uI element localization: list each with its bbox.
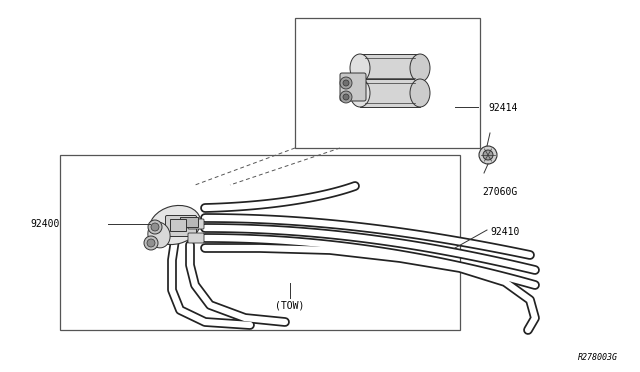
Circle shape	[151, 223, 159, 231]
Ellipse shape	[149, 205, 200, 244]
Text: 92410: 92410	[490, 227, 520, 237]
FancyBboxPatch shape	[188, 233, 204, 243]
Circle shape	[144, 236, 158, 250]
Circle shape	[483, 150, 493, 160]
Bar	[170, 219, 186, 231]
Ellipse shape	[350, 79, 370, 107]
Bar	[360, 79, 420, 107]
Text: 27060G: 27060G	[483, 187, 518, 197]
Ellipse shape	[410, 54, 430, 82]
Circle shape	[479, 146, 497, 164]
Circle shape	[340, 77, 352, 89]
Ellipse shape	[410, 79, 430, 107]
Bar	[180, 217, 198, 227]
Bar	[295, 18, 480, 148]
Text: 92400: 92400	[30, 219, 60, 229]
Text: R278003G: R278003G	[578, 353, 618, 362]
FancyBboxPatch shape	[188, 219, 204, 229]
Circle shape	[148, 220, 162, 234]
Circle shape	[147, 239, 155, 247]
Bar	[360, 54, 420, 82]
FancyBboxPatch shape	[166, 215, 196, 237]
Ellipse shape	[148, 222, 170, 248]
Text: (TOW): (TOW)	[275, 300, 305, 310]
Circle shape	[343, 80, 349, 86]
FancyBboxPatch shape	[340, 73, 366, 101]
Ellipse shape	[350, 54, 370, 82]
Text: 92414: 92414	[488, 103, 517, 113]
Bar	[60, 155, 460, 330]
Circle shape	[343, 94, 349, 100]
Circle shape	[340, 91, 352, 103]
